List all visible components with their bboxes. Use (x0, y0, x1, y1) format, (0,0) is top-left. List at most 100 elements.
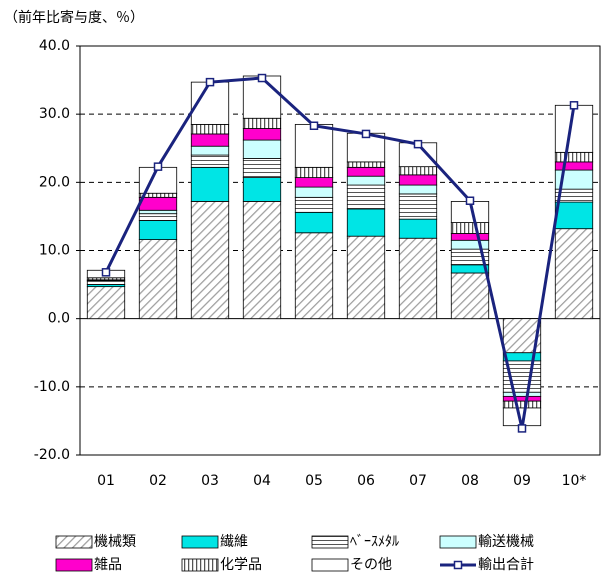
x-tick-label: 07 (409, 473, 427, 489)
x-tick-label: 06 (357, 473, 375, 489)
y-tick-label: -10.0 (34, 379, 70, 395)
bar-segment (502, 391, 542, 397)
chart-title: （前年比寄与度、％） (4, 9, 144, 26)
x-tick-label: 01 (97, 473, 115, 489)
legend-swatch (181, 558, 219, 572)
x-tick-label: 10* (562, 473, 587, 489)
bar-segment (450, 222, 490, 234)
bar-segment (190, 166, 230, 202)
bar-segment (554, 151, 594, 163)
bar-segment (398, 237, 438, 320)
legend-label: その他 (350, 557, 392, 573)
bar-segment (346, 175, 386, 186)
bar-segment (346, 208, 386, 237)
legend-label: 繊維 (220, 534, 248, 550)
legend-swatch (181, 535, 219, 549)
plot-border (79, 45, 601, 456)
bar-segment (398, 193, 438, 220)
bar-segment (294, 186, 334, 198)
bar-segment (86, 280, 126, 285)
legend-swatch (311, 535, 349, 549)
x-tick-label: 09 (513, 473, 531, 489)
bar-segment (242, 177, 282, 202)
legend-swatch (311, 558, 349, 572)
line-marker (153, 162, 163, 171)
y-tick-label: 20.0 (39, 174, 70, 190)
bar-segment (554, 161, 594, 171)
bar-segment (138, 166, 178, 194)
bar-segment (450, 239, 490, 250)
bar-segment (502, 400, 542, 409)
legend-swatch (439, 535, 477, 549)
line-marker (465, 196, 475, 205)
bar-segment (554, 201, 594, 230)
x-tick-label: 04 (253, 473, 271, 489)
legend-label: 機械類 (94, 534, 136, 550)
bar-segment (190, 201, 230, 320)
legend-swatch (453, 560, 463, 570)
x-tick-label: 05 (305, 473, 323, 489)
legend-label: 化学品 (220, 557, 262, 573)
bar-segment (138, 213, 178, 221)
bar-segment (138, 239, 178, 320)
bar-segment (138, 196, 178, 211)
bar-segment (190, 145, 230, 156)
bar-segment (502, 395, 542, 402)
y-tick-label: -20.0 (34, 447, 70, 463)
x-tick-label: 08 (461, 473, 479, 489)
bar-segment (294, 232, 334, 320)
bar-segment (190, 154, 230, 168)
x-tick-label: 02 (149, 473, 167, 489)
total-line (104, 76, 576, 429)
bar-segment (294, 123, 334, 168)
bar-segment (242, 117, 282, 129)
line-marker (257, 73, 267, 83)
bar-segment (450, 272, 490, 320)
bar-segment (346, 161, 386, 168)
y-tick-label: 10.0 (39, 243, 70, 259)
line-marker (517, 424, 527, 433)
bar-segment (450, 264, 490, 274)
bar-segment (398, 174, 438, 186)
bar-segment (346, 184, 386, 210)
legend-swatch (55, 558, 93, 572)
bar-segment (242, 158, 282, 178)
legend-swatch (55, 535, 93, 549)
line-marker (101, 268, 111, 277)
bar-segment (398, 218, 438, 239)
bar-segment (242, 139, 282, 159)
bar-segment (138, 220, 178, 240)
legend-label: ﾍﾞｰｽﾒﾀﾙ (350, 534, 399, 550)
bar-segment (346, 166, 386, 177)
bar-segment (190, 133, 230, 147)
legend-label: 雑品 (94, 557, 122, 573)
line-marker (361, 129, 371, 139)
bar-segment (450, 233, 490, 241)
bar-segment (242, 75, 282, 119)
bar-segment (398, 184, 438, 195)
bar-segment (294, 196, 334, 213)
bar-segment (294, 211, 334, 234)
bar-segment (138, 209, 178, 215)
line-marker (413, 139, 423, 149)
bar-segment (398, 166, 438, 176)
bar-segment (86, 286, 126, 320)
line-marker (205, 77, 215, 87)
line-marker (569, 101, 579, 110)
bar-segment (242, 128, 282, 141)
legend-label: 輸送機械 (478, 534, 534, 550)
y-tick-label: 30.0 (39, 106, 70, 122)
bar-segment (190, 123, 230, 135)
bar-segment (294, 166, 334, 178)
legend-label: 輸出合計 (478, 557, 534, 573)
y-tick-label: 40.0 (39, 38, 70, 54)
y-tick-label: 0.0 (48, 311, 70, 327)
bar-segment (554, 228, 594, 320)
bar-segment (294, 177, 334, 188)
bar-segment (242, 201, 282, 320)
x-tick-label: 03 (201, 473, 219, 489)
bar-segment (346, 235, 386, 320)
line-marker (309, 121, 319, 131)
